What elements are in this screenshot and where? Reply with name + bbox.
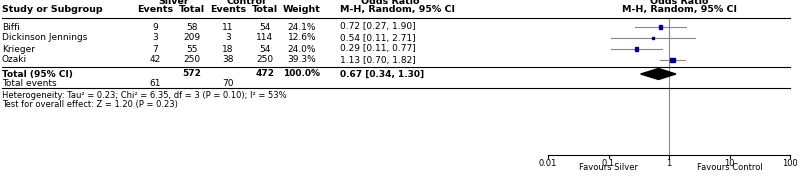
Text: 0.54 [0.11, 2.71]: 0.54 [0.11, 2.71] bbox=[340, 33, 416, 43]
Text: Odds Ratio: Odds Ratio bbox=[650, 0, 708, 6]
Text: 100.0%: 100.0% bbox=[283, 70, 321, 78]
Text: 1.13 [0.70, 1.82]: 1.13 [0.70, 1.82] bbox=[340, 56, 416, 65]
Text: 54: 54 bbox=[259, 45, 270, 53]
Text: 61: 61 bbox=[150, 78, 161, 88]
Text: 3: 3 bbox=[225, 33, 231, 43]
Text: Weight: Weight bbox=[283, 5, 321, 14]
Text: Silver: Silver bbox=[158, 0, 189, 6]
Text: Favours Control: Favours Control bbox=[697, 164, 762, 172]
Text: M-H, Random, 95% CI: M-H, Random, 95% CI bbox=[340, 5, 455, 14]
Text: 250: 250 bbox=[257, 56, 274, 65]
Text: 24.1%: 24.1% bbox=[288, 23, 316, 31]
Text: 70: 70 bbox=[222, 78, 234, 88]
Text: 11: 11 bbox=[222, 23, 234, 31]
Text: Events: Events bbox=[137, 5, 173, 14]
Text: Biffi: Biffi bbox=[2, 23, 20, 31]
Text: 9: 9 bbox=[152, 23, 158, 31]
Text: 12.6%: 12.6% bbox=[288, 33, 316, 43]
Text: 10: 10 bbox=[724, 159, 734, 168]
Bar bbox=[634, 47, 638, 51]
Text: Events: Events bbox=[210, 5, 246, 14]
Text: M-H, Random, 95% CI: M-H, Random, 95% CI bbox=[622, 5, 737, 14]
Text: 472: 472 bbox=[255, 70, 274, 78]
Text: Test for overall effect: Z = 1.20 (P = 0.23): Test for overall effect: Z = 1.20 (P = 0… bbox=[2, 100, 178, 108]
Text: 42: 42 bbox=[150, 56, 161, 65]
Text: Ozaki: Ozaki bbox=[2, 56, 27, 65]
Text: Total (95% CI): Total (95% CI) bbox=[2, 70, 73, 78]
Polygon shape bbox=[641, 68, 676, 80]
Text: 100: 100 bbox=[782, 159, 798, 168]
Text: 0.67 [0.34, 1.30]: 0.67 [0.34, 1.30] bbox=[340, 70, 424, 78]
Bar bbox=[670, 58, 674, 62]
Text: 3: 3 bbox=[152, 33, 158, 43]
Text: 58: 58 bbox=[186, 23, 198, 31]
Text: Total events: Total events bbox=[2, 78, 57, 88]
Text: Odds Ratio: Odds Ratio bbox=[361, 0, 419, 6]
Text: 7: 7 bbox=[152, 45, 158, 53]
Text: 572: 572 bbox=[182, 70, 202, 78]
Text: 0.01: 0.01 bbox=[539, 159, 557, 168]
Text: Dickinson Jennings: Dickinson Jennings bbox=[2, 33, 87, 43]
Text: 250: 250 bbox=[183, 56, 201, 65]
Text: Study or Subgroup: Study or Subgroup bbox=[2, 5, 102, 14]
Text: 114: 114 bbox=[257, 33, 274, 43]
Text: 38: 38 bbox=[222, 56, 234, 65]
Text: 0.72 [0.27, 1.90]: 0.72 [0.27, 1.90] bbox=[340, 23, 416, 31]
Text: 1: 1 bbox=[666, 159, 672, 168]
Text: 0.29 [0.11, 0.77]: 0.29 [0.11, 0.77] bbox=[340, 45, 416, 53]
Bar bbox=[651, 37, 654, 39]
Text: 209: 209 bbox=[183, 33, 201, 43]
Text: 39.3%: 39.3% bbox=[288, 56, 316, 65]
Text: Heterogeneity: Tau² = 0.23; Chi² = 6.35, df = 3 (P = 0.10); I² = 53%: Heterogeneity: Tau² = 0.23; Chi² = 6.35,… bbox=[2, 92, 286, 100]
Text: Favours Silver: Favours Silver bbox=[579, 164, 638, 172]
Text: 0.1: 0.1 bbox=[602, 159, 615, 168]
Text: Krieger: Krieger bbox=[2, 45, 35, 53]
Bar bbox=[658, 25, 662, 29]
Text: Control: Control bbox=[227, 0, 266, 6]
Text: 54: 54 bbox=[259, 23, 270, 31]
Text: 55: 55 bbox=[186, 45, 198, 53]
Text: Total: Total bbox=[252, 5, 278, 14]
Text: Total: Total bbox=[179, 5, 205, 14]
Text: 18: 18 bbox=[222, 45, 234, 53]
Text: 24.0%: 24.0% bbox=[288, 45, 316, 53]
